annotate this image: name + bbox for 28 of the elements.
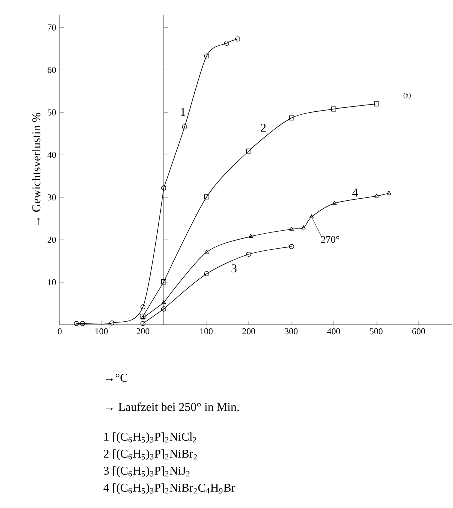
y-tick-label: 40: [48, 152, 56, 158]
y-tick-label: 60: [48, 67, 56, 74]
text: 4 [(C$_{6}$H$_{5}$)$_{3}$P]$_{2}$NiBr$_{2}$C$_{4}$H$_{9}$Br: [104, 484, 236, 494]
y-tick-label: 50: [48, 110, 56, 116]
x-tick-label: 0: [58, 328, 62, 335]
x-tick-label: 100: [96, 328, 108, 335]
x-tick-label: 500: [370, 328, 383, 335]
x-tick-label: 600: [412, 328, 426, 335]
y-tick-label: 10: [48, 279, 56, 286]
y-tick-label: 70: [48, 24, 56, 31]
text: 1 [(C$_{6}$H$_{5}$)$_{3}$P]$_{2}$NiCl$_{2}$: [104, 432, 196, 444]
x-tick-label: 200: [242, 328, 256, 335]
series-label: 2: [261, 124, 266, 132]
y-tick-label: 30: [48, 194, 56, 201]
series-label: 1: [181, 108, 186, 116]
y-axis-title: → Gewichtsverlustin %: [32, 112, 41, 225]
annotation: 270°: [321, 236, 340, 244]
x-tick-label: 400: [327, 328, 340, 335]
x-tick-label: 200: [136, 328, 150, 335]
x-axis-title: → Laufzeit bei 250° in Min.: [106, 402, 240, 412]
x-tick-label: 100: [200, 328, 213, 335]
series-label: 4: [352, 188, 358, 197]
x-axis-title: →°C: [106, 374, 128, 382]
y-tick-label: 20: [48, 237, 56, 244]
text: 2 [(C$_{6}$H$_{5}$)$_{3}$P]$_{2}$NiBr$_{2}$: [104, 450, 198, 460]
series-label: 3: [232, 264, 237, 273]
x-tick-label: 300: [285, 328, 298, 335]
text: 3 [(C$_{6}$H$_{5}$)$_{3}$P]$_{2}$NiJ$_{2}$: [104, 466, 190, 478]
